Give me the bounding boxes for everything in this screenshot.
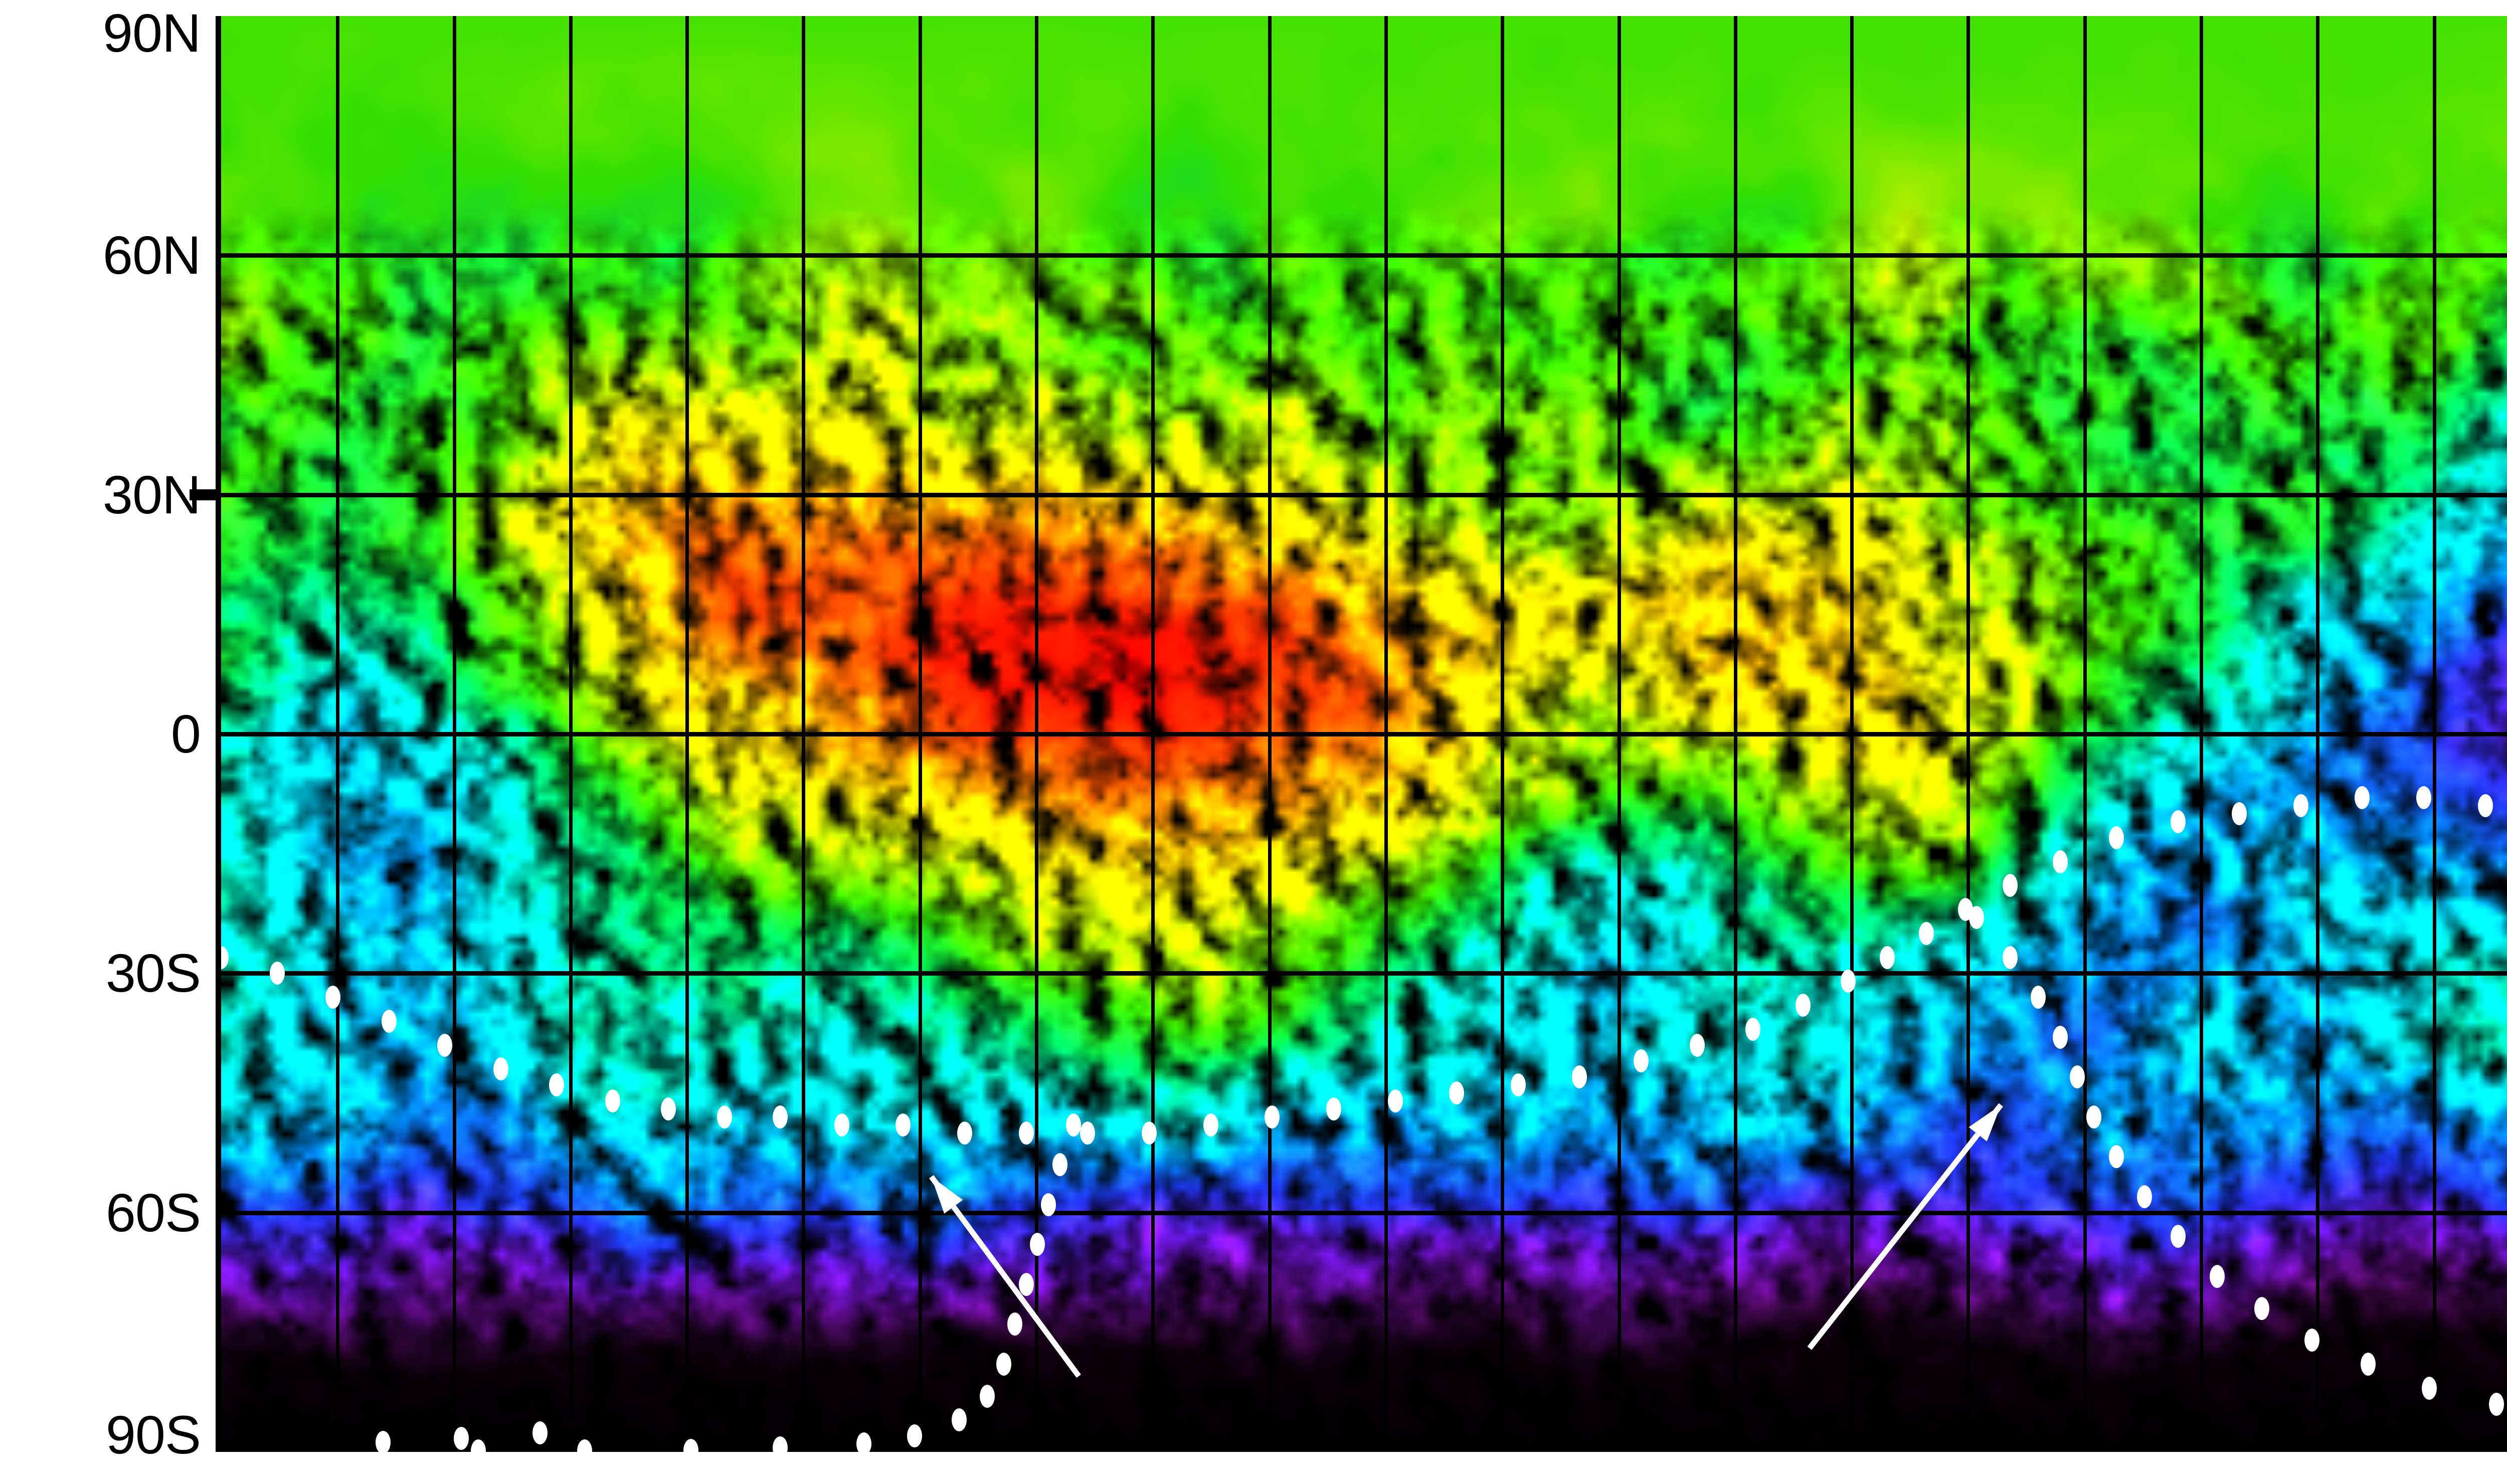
veneneia-rim-dot (2136, 1185, 2152, 1208)
rheasilvia-rim-dot (454, 1426, 469, 1450)
rheasilvia-rim-dot (951, 1408, 967, 1432)
rheasilvia-rim-dot (979, 1384, 995, 1408)
rheasilvia-rim-dot (1510, 1073, 1526, 1097)
rheasilvia-rim-dot (1052, 1153, 1067, 1177)
rheasilvia-rim-dot (957, 1121, 972, 1145)
rheasilvia-rim-dot (1141, 1121, 1157, 1145)
rheasilvia-rim-dot (773, 1436, 788, 1452)
rheasilvia-rim-dot (437, 1033, 452, 1057)
rheasilvia-rim-dot (269, 962, 285, 985)
veneneia-rim-dot (2304, 1329, 2320, 1352)
rheasilvia-rim-dot (2108, 826, 2124, 849)
rheasilvia-rim-dot (381, 1009, 397, 1033)
rheasilvia-rim-dot (2293, 794, 2308, 818)
rheasilvia-rim-dot (1918, 921, 1934, 945)
rheasilvia-rim-dot (2416, 786, 2432, 810)
rheasilvia-rim-dot (1080, 1121, 1096, 1145)
rheasilvia-rim-dot (325, 986, 340, 1009)
veneneia-rim-dot (1969, 905, 1985, 929)
latitude-gridline-0 (221, 732, 2507, 736)
rheasilvia-rim-dot (1018, 1121, 1034, 1145)
rheasilvia-rim-dot (1449, 1081, 1465, 1104)
rheasilvia-rim-dot (1745, 1017, 1761, 1041)
rheasilvia-rim-dot (996, 1352, 1011, 1376)
rheasilvia-rim-dot (2053, 850, 2068, 873)
latitude-gridline-30 (221, 492, 2507, 497)
rheasilvia-rim-dot (896, 1113, 911, 1137)
rheasilvia-rim-dot (1203, 1113, 1218, 1137)
latitude-gridline--60 (221, 1210, 2507, 1215)
rheasilvia-rim-dot (493, 1057, 508, 1081)
rheasilvia-rim-dot (773, 1105, 788, 1129)
annotation-arrows (929, 1103, 2004, 1378)
rheasilvia-rim-dot (2003, 874, 2018, 897)
rheasilvia-rim-dot (376, 1430, 391, 1452)
latitude-axis: 90N 60N 30N 0 30S 60S 90S (0, 0, 216, 1484)
veneneia-arrow (1807, 1103, 2004, 1350)
rheasilvia-rim-dot (834, 1113, 849, 1137)
rheasilvia-rim-dot (1066, 1113, 1082, 1137)
latitude-label-30n: 30N (102, 464, 201, 525)
veneneia-rim-dot (2170, 1225, 2186, 1248)
rheasilvia-rim-dot (661, 1097, 676, 1121)
hydrogen-map[interactable] (216, 16, 2507, 1452)
rheasilvia-rim-dot (1326, 1097, 1341, 1121)
veneneia-rim-dot (2108, 1145, 2124, 1169)
rheasilvia-rim-dot (1879, 946, 1895, 969)
rheasilvia-rim-dot (605, 1089, 620, 1112)
veneneia-rim-dot (2254, 1296, 2269, 1320)
latitude-tick-30n (190, 489, 221, 500)
veneneia-rim-dot (2069, 1065, 2085, 1089)
veneneia-rim-dot (2360, 1352, 2376, 1376)
veneneia-rim-dot (2422, 1376, 2437, 1400)
latitude-label-90n: 90N (102, 3, 201, 63)
rheasilvia-rim-dot (1634, 1049, 1649, 1073)
latitude-label-90s: 90S (105, 1404, 201, 1465)
rheasilvia-rim-dot (1689, 1033, 1705, 1057)
rheasilvia-rim-dot (2355, 786, 2370, 810)
veneneia-rim-dot (2086, 1105, 2102, 1129)
latitude-label-0: 0 (170, 703, 201, 764)
rheasilvia-rim-dot (532, 1421, 548, 1444)
rheasilvia-rim-dot (1572, 1065, 1587, 1089)
rheasilvia-rim-dot (1796, 993, 1811, 1017)
rheasilvia-rim-dot (2170, 810, 2186, 834)
rheasilvia-rim-dot (1029, 1233, 1045, 1256)
latitude-gridline--30 (221, 971, 2507, 976)
latitude-label-30s: 30S (105, 943, 201, 1004)
rheasilvia-rim-dot (549, 1073, 564, 1097)
latitude-label-60n: 60N (102, 225, 201, 286)
rheasilvia-rim-dot (1007, 1313, 1023, 1336)
latitude-gridline-60 (221, 253, 2507, 258)
veneneia-rim-dot (2053, 1025, 2068, 1049)
rheasilvia-rim-dot (1041, 1193, 1056, 1216)
veneneia-rim-dot (2489, 1392, 2504, 1416)
veneneia-rim-dot (2209, 1264, 2225, 1288)
latitude-label-60s: 60S (105, 1182, 201, 1243)
rheasilvia-rim-dot (2477, 794, 2493, 818)
rheasilvia-rim-dot (907, 1424, 922, 1448)
rheasilvia-rim-dot (1387, 1089, 1403, 1112)
rheasilvia-arrow (929, 1175, 1081, 1378)
rheasilvia-rim-dot (1018, 1272, 1034, 1296)
rheasilvia-rim-dot (856, 1432, 872, 1452)
veneneia-rim-dot (2030, 986, 2046, 1009)
rheasilvia-rim-dot (717, 1105, 732, 1129)
veneneia-rim-dot (2003, 946, 2018, 969)
rheasilvia-rim-dot (1265, 1105, 1280, 1129)
rheasilvia-rim-dot (1840, 970, 1856, 993)
rheasilvia-rim-dot (2232, 802, 2247, 826)
rheasilvia-rim-dot (221, 946, 229, 969)
